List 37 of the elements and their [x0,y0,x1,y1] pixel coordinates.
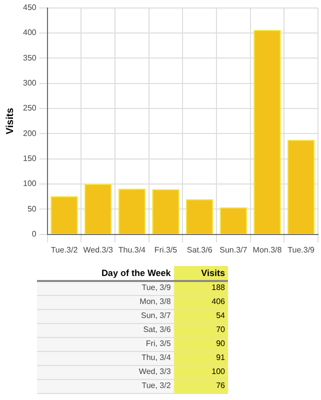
data-label: 188 [174,281,228,295]
x-tick-label: Tue.3/9 [288,245,316,254]
data-label: 76 [174,379,228,393]
category-label: Tue, 3/9 [37,281,174,295]
category-label: Sun, 3/7 [37,309,174,323]
x-tick-label: Thu.3/4 [118,245,146,254]
y-tick-label: 100 [22,179,37,188]
data-label: 54 [174,309,228,323]
data-label: 91 [174,351,228,365]
category-label: Tue, 3/2 [37,379,174,393]
text: Visits [174,266,228,281]
x-tick-label: Tue.3/2 [50,245,78,254]
y-tick-label: 50 [27,204,37,214]
y-tick-label: 300 [22,78,37,88]
x-tick-label: Fri.3/5 [154,245,178,254]
category-label: Fri, 3/5 [37,337,174,351]
x-tick-label: Sun.3/7 [220,245,248,254]
y-tick-label: 250 [22,104,37,113]
y-tick-label: 350 [22,53,37,62]
y-tick-label: 400 [22,28,37,38]
data-label: 70 [174,323,228,337]
category-label: Wed, 3/3 [37,365,174,379]
data-label: 406 [174,295,228,309]
y-axis-title: Visits [4,107,16,134]
category-label: Thu, 3/4 [37,351,174,365]
y-tick-label: 0 [32,230,37,239]
x-tick-label: Sat.3/6 [186,245,213,254]
x-tick-label: Wed.3/3 [83,245,114,254]
text: Day of the Week [37,266,174,281]
y-tick-label: 200 [22,128,37,138]
x-tick-label: Mon.3/8 [252,245,282,254]
category-label: Sat, 3/6 [37,323,174,337]
category-label: Mon, 3/8 [37,295,174,309]
y-tick-label: 450 [22,3,37,12]
y-tick-label: 150 [22,154,37,164]
data-label: 100 [174,365,228,379]
data-label: 90 [174,337,228,351]
